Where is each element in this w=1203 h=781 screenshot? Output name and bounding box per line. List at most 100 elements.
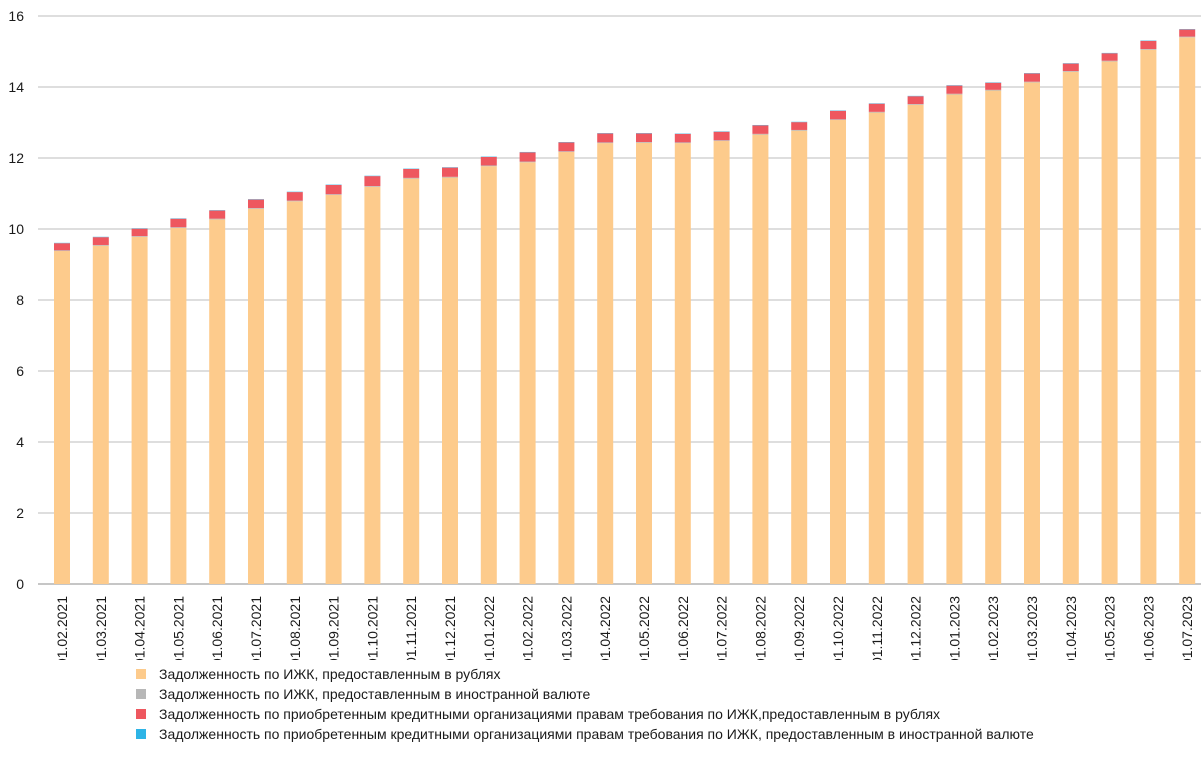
bar-segment	[403, 169, 420, 178]
x-tick-label: 01.03.2023	[1024, 596, 1040, 660]
bar-segment	[209, 219, 226, 585]
x-tick-label: 01.07.2023	[1179, 596, 1195, 660]
bar-segment	[442, 176, 458, 178]
bar-segment	[752, 125, 769, 134]
bar-segment	[1062, 63, 1079, 72]
bar-segment	[558, 151, 575, 584]
bar-segment	[558, 142, 575, 152]
x-tick-label: 01.03.2021	[93, 596, 109, 660]
x-tick-label: 01.01.2022	[481, 596, 497, 660]
bar-stack	[325, 184, 342, 585]
bar-segment	[830, 110, 846, 120]
bar-segment	[1179, 36, 1196, 38]
bar-stack	[713, 131, 730, 584]
legend-item: Задолженность по приобретенным кредитным…	[136, 704, 1034, 724]
y-tick-label: 14	[8, 79, 24, 95]
bar-segment	[480, 166, 497, 585]
bar-segment	[325, 194, 342, 195]
bar-segment	[674, 143, 691, 584]
bar-stack	[636, 133, 652, 585]
bar-segment	[1024, 82, 1040, 584]
legend-swatch	[136, 669, 146, 679]
bar-segment	[1179, 29, 1196, 37]
bar-segment	[92, 237, 109, 245]
x-tick-label: 01.04.2021	[132, 596, 148, 660]
bar-segment	[558, 151, 575, 152]
bar-segment	[170, 218, 187, 228]
x-tick-label: 01.11.2022	[869, 596, 885, 660]
bar-segment	[636, 133, 652, 143]
x-tick-label: 01.05.2021	[170, 596, 186, 660]
bar-segment	[674, 142, 691, 144]
bar-segment	[1062, 71, 1079, 72]
bar-segment	[985, 90, 1002, 585]
bar-segment	[1140, 49, 1157, 50]
bar-segment	[946, 93, 963, 95]
bar-stack	[131, 228, 148, 584]
legend-item: Задолженность по приобретенным кредитным…	[136, 724, 1034, 744]
x-tick-label: 01.11.2021	[403, 596, 419, 660]
bar-segment	[325, 194, 342, 585]
bar-segment	[791, 122, 808, 130]
bar-segment	[868, 111, 885, 113]
bar-segment	[248, 208, 264, 209]
bar-segment	[209, 210, 226, 219]
bar-stack	[248, 199, 264, 584]
y-tick-label: 2	[16, 505, 24, 521]
bar-stack	[286, 191, 303, 584]
bar-stack	[791, 121, 808, 585]
bar-segment	[868, 103, 885, 112]
bar-stack	[674, 133, 691, 584]
bar-segment	[752, 134, 769, 584]
x-tick-label: 01.04.2023	[1063, 596, 1079, 660]
legend-label: Задолженность по приобретенным кредитным…	[159, 726, 1034, 742]
bar-segment	[946, 94, 963, 584]
bar-stack	[1062, 63, 1079, 585]
bar-segment	[54, 251, 70, 584]
bar-stack	[364, 175, 381, 584]
bar-segment	[985, 82, 1002, 90]
x-tick-label: 01.10.2021	[364, 596, 380, 660]
bar-segment	[1140, 49, 1157, 585]
legend-item: Задолженность по ИЖК, предоставленным в …	[136, 664, 1034, 684]
bar-segment	[597, 142, 614, 144]
bar-segment	[519, 161, 536, 163]
bar-segment	[325, 184, 342, 195]
bar-segment	[636, 142, 652, 143]
bar-stack	[1101, 52, 1118, 584]
bar-segment	[1140, 40, 1157, 50]
bar-segment	[713, 131, 730, 141]
bar-segment	[131, 236, 148, 237]
x-tick-label: 01.10.2022	[830, 596, 846, 660]
bar-segment	[791, 130, 808, 585]
x-tick-label: 01.09.2022	[791, 596, 807, 660]
x-tick-label: 01.07.2021	[248, 596, 264, 660]
bar-segment	[674, 133, 691, 143]
bar-segment	[907, 104, 924, 584]
x-tick-label: 01.12.2022	[908, 596, 924, 660]
bar-stack	[946, 85, 963, 584]
legend-label: Задолженность по ИЖК, предоставленным в …	[159, 666, 501, 682]
bar-segment	[713, 140, 730, 584]
bar-segment	[519, 152, 536, 162]
y-tick-label: 8	[16, 292, 24, 308]
bar-segment	[480, 156, 497, 166]
y-tick-label: 10	[8, 221, 24, 237]
y-tick-label: 4	[16, 434, 24, 450]
bar-segment	[286, 201, 303, 584]
bar-segment	[403, 178, 420, 584]
bar-stack	[558, 142, 575, 584]
bar-segment	[131, 228, 148, 237]
bar-segment	[907, 96, 924, 105]
bar-stack	[442, 167, 458, 584]
chart-legend: Задолженность по ИЖК, предоставленным в …	[136, 664, 1034, 744]
bar-segment	[1062, 71, 1079, 585]
bar-segment	[597, 133, 614, 143]
bar-stack	[597, 133, 614, 584]
legend-item: Задолженность по ИЖК, предоставленным в …	[136, 684, 1034, 704]
bar-segment	[907, 104, 924, 105]
bar-segment	[209, 218, 226, 220]
y-tick-label: 6	[16, 363, 24, 379]
x-tick-label: 01.02.2021	[54, 596, 70, 660]
bar-stack	[1140, 40, 1157, 585]
